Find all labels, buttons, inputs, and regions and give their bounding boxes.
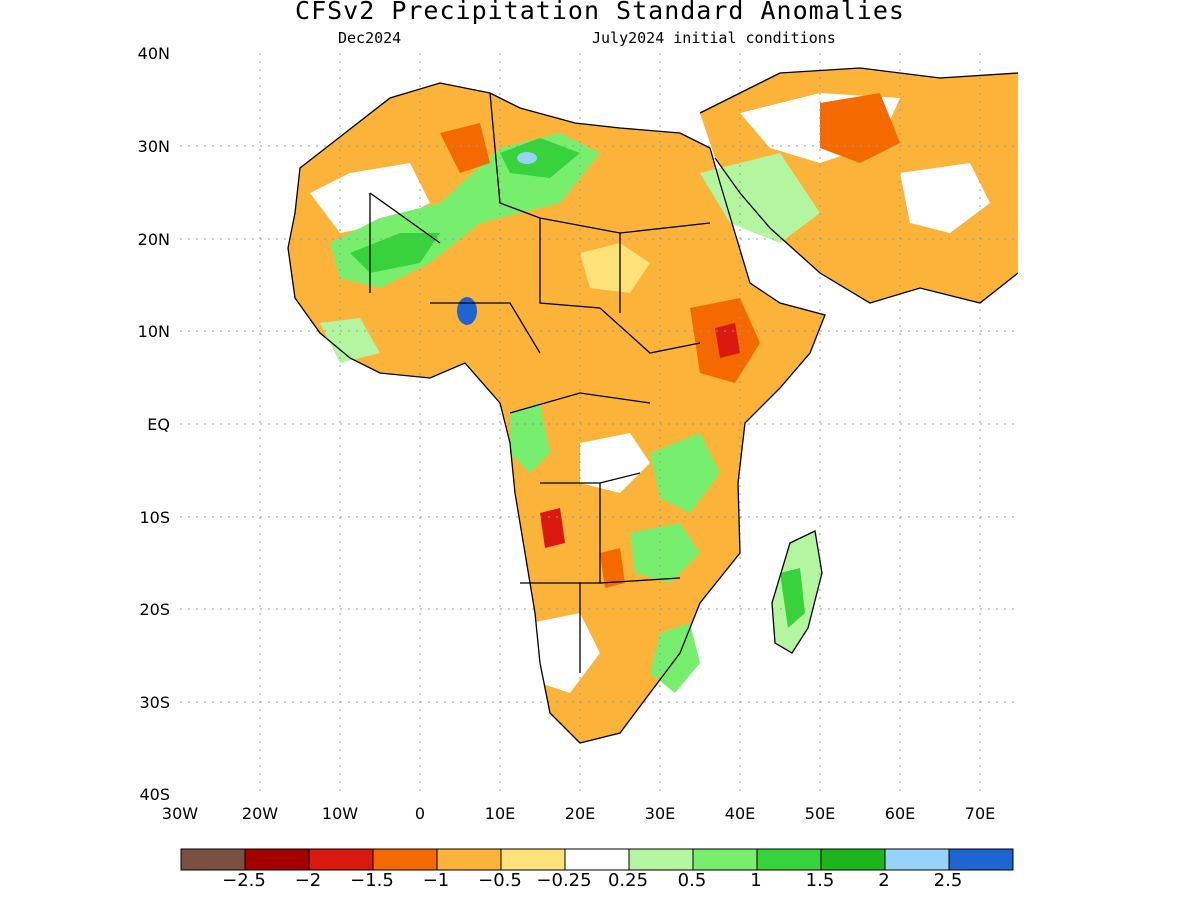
lat-label-eq: EQ <box>147 415 170 434</box>
colorbar-label-11: 2 <box>878 870 890 891</box>
colorbar-label-4: −1 <box>422 870 450 891</box>
colorbar-label-12: 2.5 <box>933 870 963 891</box>
colorbar-box-2 <box>244 848 310 871</box>
lat-label-30n: 30N <box>137 137 170 156</box>
colorbar-box-9 <box>692 848 758 871</box>
anomaly-map <box>180 53 1018 795</box>
colorbar-box-8 <box>628 848 694 871</box>
valid-month-label: Dec2024 <box>338 29 402 47</box>
lat-label-10s: 10S <box>139 508 170 527</box>
colorbar-box-4 <box>372 848 438 871</box>
lat-label-30s: 30S <box>139 693 170 712</box>
colorbar-box-6 <box>500 848 566 871</box>
lat-label-40s: 40S <box>139 785 170 804</box>
colorbar-label-8: 0.5 <box>677 870 707 891</box>
lat-label-20s: 20S <box>139 600 170 619</box>
lon-label-0: 0 <box>414 804 426 823</box>
colorbar-box-5 <box>436 848 502 871</box>
lon-label-40e: 40E <box>724 804 756 823</box>
colorbar-label-2: −2 <box>294 870 322 891</box>
map-title: CFSv2 Precipitation Standard Anomalies <box>295 0 905 25</box>
lon-label-50e: 50E <box>804 804 836 823</box>
colorbar-box-12 <box>884 848 950 871</box>
country-borders <box>287 67 1018 744</box>
colorbar-box-1 <box>180 848 246 871</box>
lon-label-30w: 30W <box>161 804 199 823</box>
lon-label-60e: 60E <box>884 804 916 823</box>
colorbar-box-13 <box>948 848 1014 871</box>
colorbar-label-6: −0.25 <box>536 870 592 891</box>
lat-label-10n: 10N <box>137 322 170 341</box>
colorbar-box-7 <box>564 848 630 871</box>
colorbar-box-11 <box>820 848 886 871</box>
colorbar-label-5: −0.5 <box>478 870 522 891</box>
colorbar-label-9: 1 <box>750 870 762 891</box>
colorbar-label-7: 0.25 <box>607 870 649 891</box>
lon-label-20e: 20E <box>564 804 596 823</box>
lat-label-40n: 40N <box>137 44 170 63</box>
lat-label-20n: 20N <box>137 230 170 249</box>
lon-label-10w: 10W <box>321 804 359 823</box>
lon-label-20w: 20W <box>241 804 279 823</box>
colorbar-label-10: 1.5 <box>805 870 835 891</box>
lon-label-10e: 10E <box>484 804 516 823</box>
colorbar-box-3 <box>308 848 374 871</box>
lon-label-70e: 70E <box>964 804 996 823</box>
initial-conditions-label: July2024 initial conditions <box>592 29 836 47</box>
colorbar-label-1: −2.5 <box>222 870 266 891</box>
colorbar-label-3: −1.5 <box>350 870 394 891</box>
colorbar <box>180 848 1014 871</box>
colorbar-box-10 <box>756 848 822 871</box>
lon-label-30e: 30E <box>644 804 676 823</box>
